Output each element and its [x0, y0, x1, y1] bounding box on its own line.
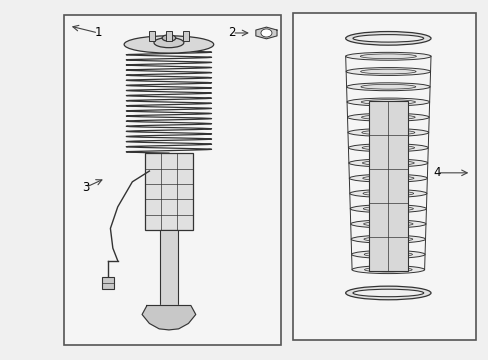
Ellipse shape [362, 145, 414, 150]
Ellipse shape [349, 205, 426, 213]
Ellipse shape [347, 129, 428, 136]
Ellipse shape [361, 130, 414, 135]
Circle shape [261, 29, 271, 37]
Ellipse shape [346, 83, 429, 91]
Ellipse shape [363, 221, 412, 226]
Ellipse shape [364, 267, 411, 272]
Ellipse shape [361, 100, 415, 104]
Bar [183, 31, 188, 41]
Ellipse shape [360, 84, 415, 89]
Ellipse shape [350, 235, 425, 243]
Ellipse shape [361, 115, 414, 120]
Bar [102, 277, 114, 289]
Bar [160, 230, 177, 306]
Ellipse shape [352, 289, 423, 297]
Bar [64, 15, 281, 345]
Ellipse shape [360, 69, 415, 74]
Ellipse shape [360, 54, 415, 59]
Ellipse shape [124, 36, 213, 53]
Ellipse shape [351, 251, 424, 258]
Polygon shape [255, 27, 276, 39]
Bar [149, 31, 155, 41]
Ellipse shape [362, 161, 413, 165]
Ellipse shape [346, 98, 429, 106]
Text: 3: 3 [82, 181, 89, 194]
Ellipse shape [350, 220, 425, 228]
Ellipse shape [364, 252, 412, 257]
Ellipse shape [154, 38, 183, 48]
Ellipse shape [362, 191, 413, 196]
Ellipse shape [345, 52, 430, 60]
Ellipse shape [345, 32, 430, 45]
Ellipse shape [162, 35, 175, 41]
Bar [368, 101, 407, 271]
Ellipse shape [363, 237, 412, 242]
Ellipse shape [347, 113, 428, 121]
Ellipse shape [352, 35, 423, 42]
Ellipse shape [362, 176, 413, 181]
Ellipse shape [345, 286, 430, 300]
Polygon shape [142, 306, 195, 330]
Ellipse shape [348, 159, 427, 167]
Ellipse shape [348, 144, 427, 152]
Ellipse shape [348, 174, 427, 182]
Bar [293, 13, 475, 339]
Bar [144, 153, 193, 230]
Text: 2: 2 [228, 27, 236, 40]
Ellipse shape [346, 68, 429, 76]
Text: 4: 4 [432, 166, 440, 179]
Ellipse shape [351, 266, 424, 274]
Bar [165, 31, 171, 41]
Ellipse shape [363, 206, 412, 211]
Text: 1: 1 [94, 27, 102, 40]
Ellipse shape [349, 189, 426, 197]
